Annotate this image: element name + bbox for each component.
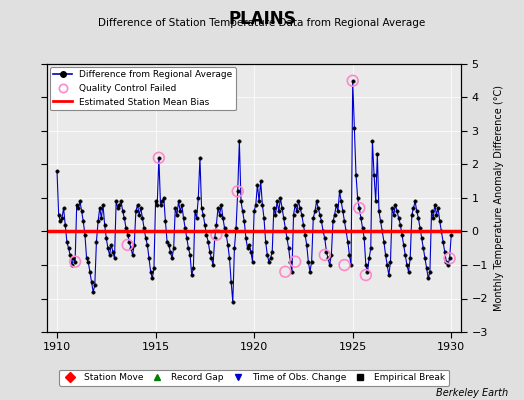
Point <box>281 268 290 275</box>
Legend: Station Move, Record Gap, Time of Obs. Change, Empirical Break: Station Move, Record Gap, Time of Obs. C… <box>59 370 449 386</box>
Point <box>124 242 132 248</box>
Point <box>362 272 370 278</box>
Point <box>355 205 364 211</box>
Point <box>321 252 329 258</box>
Point <box>155 154 163 161</box>
Point <box>348 78 357 84</box>
Point <box>340 262 348 268</box>
Point <box>291 258 299 265</box>
Y-axis label: Monthly Temperature Anomaly Difference (°C): Monthly Temperature Anomaly Difference (… <box>494 85 504 311</box>
Text: Difference of Station Temperature Data from Regional Average: Difference of Station Temperature Data f… <box>99 18 425 28</box>
Point <box>212 232 221 238</box>
Text: Berkeley Earth: Berkeley Earth <box>436 388 508 398</box>
Point <box>445 255 454 262</box>
Point <box>71 258 79 265</box>
Point <box>234 188 242 194</box>
Text: PLAINS: PLAINS <box>228 10 296 28</box>
